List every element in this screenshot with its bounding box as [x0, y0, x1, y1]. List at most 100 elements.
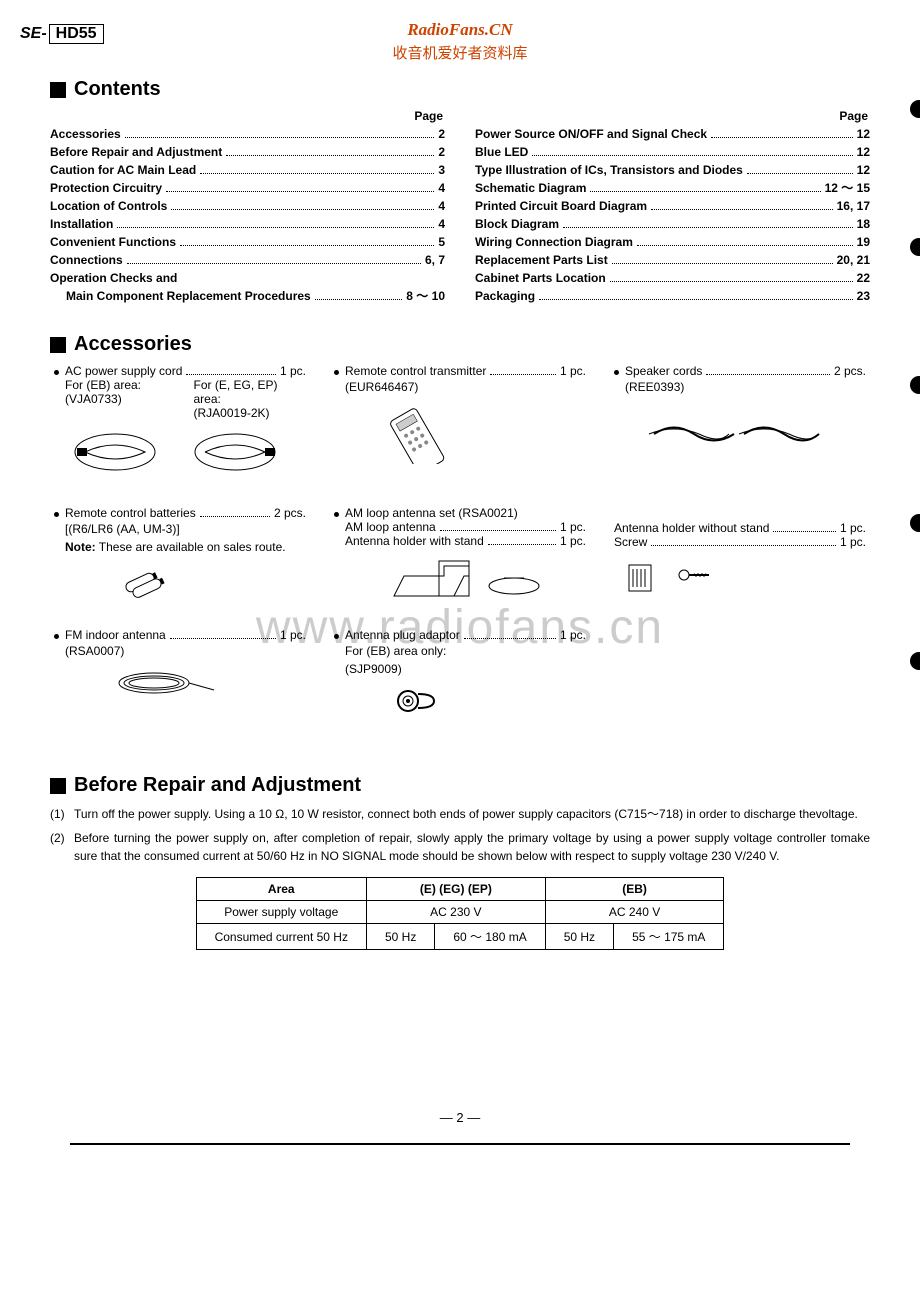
bullet-icon [614, 370, 619, 375]
toc-title: Protection Circuitry [50, 179, 162, 197]
th-eb: (EB) [545, 878, 724, 901]
td-r1-e: AC 230 V [366, 901, 545, 924]
toc-item: Cabinet Parts Location22 [475, 269, 870, 287]
power-table: Area (E) (EG) (EP) (EB) Power supply vol… [196, 877, 725, 950]
toc-dots [610, 281, 853, 282]
toc-title: Accessories [50, 125, 121, 143]
bullet-icon [54, 512, 59, 517]
toc-item: Caution for AC Main Lead3 [50, 161, 445, 179]
acc-label: AC power supply cord [65, 364, 182, 378]
acc-batteries: Remote control batteries 2 pcs. [(R6/LR6… [50, 506, 310, 616]
acc-label: Speaker cords [625, 364, 702, 378]
toc-title: Connections [50, 251, 123, 269]
toc-item: Type Illustration of ICs, Transistors an… [475, 161, 870, 179]
square-bullet-icon [50, 778, 66, 794]
toc-page: 2 [438, 125, 445, 143]
sub-qty: 1 pc. [560, 534, 586, 548]
toc-page: 23 [857, 287, 870, 305]
acc-empty [610, 628, 870, 724]
toc-item: Schematic Diagram 12 ～ 15 [475, 179, 870, 197]
toc-title: Schematic Diagram [475, 179, 586, 197]
toc-item: Connections6, 7 [50, 251, 445, 269]
toc-title: Convenient Functions [50, 233, 176, 251]
toc-dots [563, 227, 853, 228]
toc-left-col: Page Accessories2Before Repair and Adjus… [50, 109, 445, 305]
toc-title: Location of Controls [50, 197, 167, 215]
acc-am-loop-right: Antenna holder without stand 1 pc. Screw… [610, 506, 870, 616]
toc-dots [651, 209, 833, 210]
toc-title: Before Repair and Adjustment [50, 143, 222, 161]
toc-title: Main Component Replacement Procedures [66, 287, 311, 305]
sub-label: Antenna holder with stand [345, 534, 484, 548]
sub-label: Screw [614, 535, 647, 549]
acc-qty: 1 pc. [560, 364, 586, 378]
toc-item: Accessories 2 [50, 125, 445, 143]
toc-page: 12 ～ 15 [825, 179, 870, 197]
am-loop-illustration [384, 556, 586, 606]
page-label-left: Page [50, 109, 445, 123]
acc-label: Remote control transmitter [345, 364, 486, 378]
toc-right-col: Page Power Source ON/OFF and Signal Chec… [475, 109, 870, 305]
acc-qty: 1 pc. [560, 628, 586, 642]
contents-heading: Contents [50, 78, 870, 101]
battery-illustration [114, 564, 306, 604]
toc-item: Convenient Functions5 [50, 233, 445, 251]
page-number: 2 [50, 1110, 870, 1125]
acc-speaker-cords: Speaker cords 2 pcs. (REE0393) [610, 364, 870, 494]
td-r2-eb-ma: 55 ～ 175 mA [614, 924, 724, 950]
toc-page: 4 [438, 197, 445, 215]
acc-area2: For (E, EG, EP) area: [194, 378, 307, 406]
toc-title: Printed Circuit Board Diagram [475, 197, 647, 215]
remote-illustration [374, 404, 586, 464]
toc-page: 2 [438, 143, 445, 161]
td-r2-e-ma: 60 ～ 180 mA [435, 924, 545, 950]
bullet-icon [334, 634, 339, 639]
acc-plug-adaptor: Antenna plug adaptor 1 pc. For (EB) area… [330, 628, 590, 724]
fm-antenna-illustration [114, 668, 306, 698]
toc-dots [180, 245, 434, 246]
brand-subtitle: 收音机爱好者资料库 [50, 42, 870, 63]
toc-page: 16, 17 [837, 197, 870, 215]
toc-title: Type Illustration of ICs, Transistors an… [475, 161, 743, 179]
toc-title: Power Source ON/OFF and Signal Check [475, 125, 707, 143]
acc-code: [(R6/LR6 (AA, UM-3)] [65, 520, 306, 538]
bullet-icon [54, 370, 59, 375]
toc-dots [539, 299, 853, 300]
acc-qty: 1 pc. [280, 628, 306, 642]
repair-title: Before Repair and Adjustment [74, 774, 361, 797]
toc-item: Printed Circuit Board Diagram 16, 17 [475, 197, 870, 215]
dots [773, 531, 836, 532]
repair-p2: Before turning the power supply on, afte… [74, 829, 870, 865]
note-label: Note: [65, 540, 96, 554]
acc-code: (REE0393) [625, 378, 866, 396]
toc-title: Cabinet Parts Location [475, 269, 606, 287]
plug-adaptor-illustration [394, 686, 586, 716]
repair-p2-num: (2) [50, 829, 74, 847]
sub-qty: 1 pc. [840, 521, 866, 535]
acc-code: (SJP9009) [345, 660, 586, 678]
toc-dots [166, 191, 434, 192]
toc-dots [711, 137, 853, 138]
brand-title: RadioFans.CN [50, 20, 870, 40]
toc-dots [127, 263, 421, 264]
toc-page: 4 [438, 179, 445, 197]
toc-title: Wiring Connection Diagram [475, 233, 633, 251]
acc-qty: 2 pcs. [834, 364, 866, 378]
acc-label: Antenna plug adaptor [345, 628, 460, 642]
toc-item: Wiring Connection Diagram19 [475, 233, 870, 251]
toc-item: Before Repair and Adjustment 2 [50, 143, 445, 161]
acc-code2: (RJA0019-2K) [194, 406, 307, 420]
toc-dots [125, 137, 435, 138]
toc-page: 12 [857, 161, 870, 179]
toc-title: Block Diagram [475, 215, 559, 233]
dots [170, 638, 276, 639]
acc-label: Remote control batteries [65, 506, 196, 520]
sub-qty: 1 pc. [560, 520, 586, 534]
accessories-title: Accessories [74, 333, 192, 356]
sub-label: Antenna holder without stand [614, 521, 769, 535]
toc-title: Installation [50, 215, 113, 233]
power-cord-illustration [65, 428, 306, 476]
dots [186, 374, 276, 375]
toc-item: Installation4 [50, 215, 445, 233]
acc-code: (EUR646467) [345, 378, 586, 396]
